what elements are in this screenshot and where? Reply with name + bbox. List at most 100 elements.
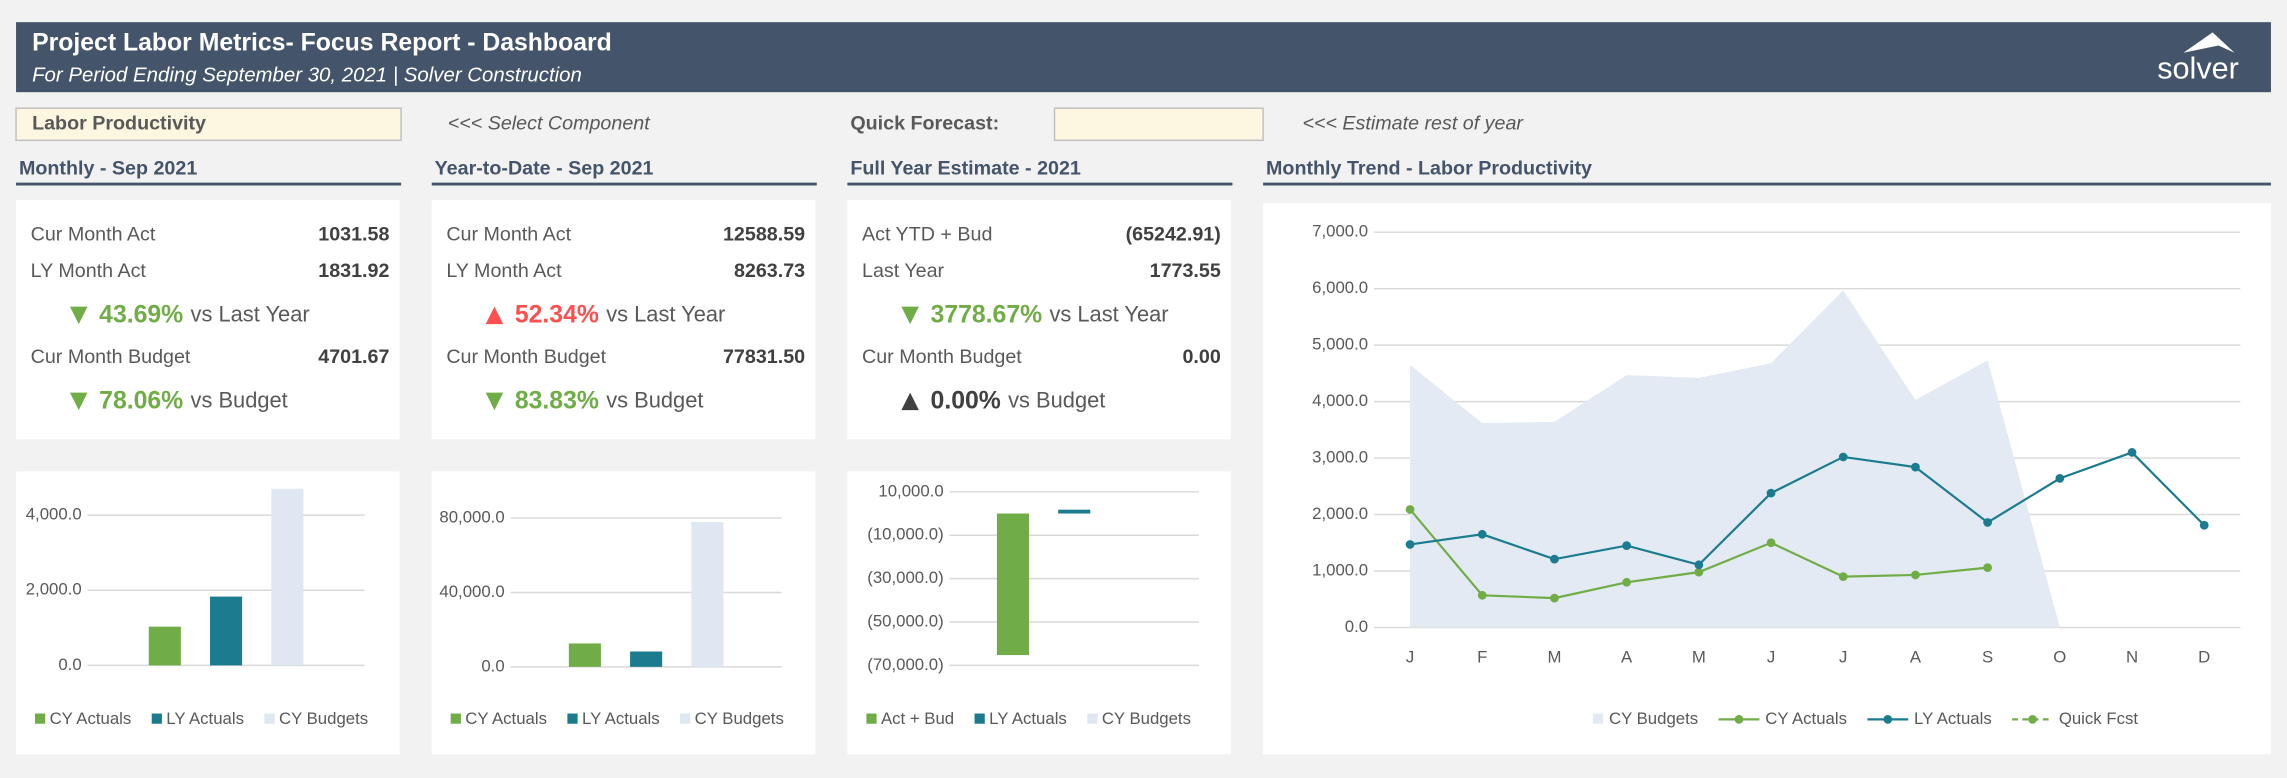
x-tick-label: F xyxy=(1477,648,1487,667)
y-tick-label: 3,000.0 xyxy=(1312,448,1368,467)
logo-mark xyxy=(2183,32,2235,53)
legend-label: Act + Bud xyxy=(881,709,954,728)
legend-marker xyxy=(1734,714,1744,724)
kpi-value: 77831.50 xyxy=(723,346,805,368)
area xyxy=(1410,290,2060,628)
y-tick-label: (30,000.0) xyxy=(867,568,943,587)
section-title: Year-to-Date - Sep 2021 xyxy=(435,158,654,180)
forecast-label: Quick Forecast: xyxy=(850,112,999,134)
kpi-label: LY Month Act xyxy=(31,260,147,282)
point xyxy=(2055,474,2065,483)
point xyxy=(1694,560,1704,570)
variance-text: vs Last Year xyxy=(191,301,310,326)
kpi-label: Cur Month Budget xyxy=(862,346,1022,368)
legend-label: CY Budgets xyxy=(279,709,368,728)
header-subtitle: For Period Ending September 30, 2021 | S… xyxy=(32,65,582,87)
legend-swatch xyxy=(680,713,691,724)
y-tick-label: 0.0 xyxy=(58,655,81,674)
point xyxy=(1622,577,1632,587)
variance-text: vs Budget xyxy=(1008,387,1105,412)
legend-marker xyxy=(1883,714,1893,724)
y-tick-label: 4,000.0 xyxy=(26,505,82,524)
forecast-hint: <<< Estimate rest of year xyxy=(1302,112,1524,134)
variance-text: vs Budget xyxy=(606,387,703,412)
bar xyxy=(691,522,724,667)
point xyxy=(1766,538,1776,548)
x-tick-label: J xyxy=(1767,648,1775,667)
y-tick-label: (50,000.0) xyxy=(867,611,943,630)
y-tick-label: 0.0 xyxy=(481,656,504,675)
point xyxy=(1550,554,1559,564)
variance-pct: 52.34% xyxy=(515,301,599,328)
legend-label: LY Actuals xyxy=(1914,709,1992,728)
trend-arrow xyxy=(70,392,88,411)
y-tick-label: 40,000.0 xyxy=(439,582,504,601)
legend-label: CY Budgets xyxy=(1102,709,1191,728)
bar xyxy=(630,651,663,667)
point xyxy=(1550,593,1559,603)
bar xyxy=(996,513,1030,656)
x-tick-label: A xyxy=(1910,648,1922,667)
x-tick-label: J xyxy=(1839,648,1847,667)
point xyxy=(1405,505,1415,514)
component-select[interactable] xyxy=(15,107,402,142)
trend-arrow xyxy=(485,306,504,325)
legend-label: LY Actuals xyxy=(166,709,244,728)
legend-swatch xyxy=(866,713,877,724)
kpi-label: Cur Month Act xyxy=(31,223,156,245)
x-tick-label: D xyxy=(2198,648,2210,667)
chart-panel xyxy=(847,471,1232,755)
kpi-label: Act YTD + Bud xyxy=(862,223,992,245)
point xyxy=(1838,452,1848,462)
legend-label: Quick Fcst xyxy=(2059,709,2139,728)
kpi-value: 12588.59 xyxy=(723,223,805,245)
point xyxy=(1766,488,1776,498)
bar xyxy=(1058,509,1091,514)
kpi-value: 4701.67 xyxy=(318,346,389,368)
header-band xyxy=(16,22,2271,93)
x-tick-label: A xyxy=(1621,648,1633,667)
legend-swatch xyxy=(151,713,162,724)
forecast-input[interactable] xyxy=(1053,107,1264,142)
legend-label: LY Actuals xyxy=(582,709,660,728)
logo-text: solver xyxy=(2157,51,2239,85)
kpi-value: (65242.91) xyxy=(1126,223,1221,245)
y-tick-label: 6,000.0 xyxy=(1312,278,1368,297)
bar xyxy=(271,488,304,666)
variance-text: vs Budget xyxy=(191,387,288,412)
trend-arrow xyxy=(901,306,919,325)
chart-panel xyxy=(16,471,400,755)
kpi-label: Last Year xyxy=(862,260,945,282)
x-tick-label: M xyxy=(1692,648,1706,667)
variance-pct: 78.06% xyxy=(99,387,183,414)
y-tick-label: (10,000.0) xyxy=(867,525,943,544)
x-tick-label: S xyxy=(1982,648,1993,667)
y-tick-label: 5,000.0 xyxy=(1312,335,1368,354)
kpi-value: 1831.92 xyxy=(318,260,389,282)
bar xyxy=(568,643,601,667)
x-tick-label: O xyxy=(2053,648,2066,667)
kpi-label: Cur Month Budget xyxy=(31,346,191,368)
y-tick-label: 2,000.0 xyxy=(26,580,82,599)
kpi-label: Cur Month Budget xyxy=(446,346,606,368)
variance: 0.00% vs Budget xyxy=(931,387,1106,414)
legend-swatch xyxy=(1087,713,1098,724)
component-hint: <<< Select Component xyxy=(448,112,651,134)
section-title: Full Year Estimate - 2021 xyxy=(850,158,1081,180)
point xyxy=(2127,448,2137,457)
variance: 83.83% vs Budget xyxy=(515,387,704,414)
y-tick-label: (70,000.0) xyxy=(867,655,943,674)
kpi-value: 0.00 xyxy=(1182,346,1220,368)
point xyxy=(1983,518,1993,527)
x-tick-label: N xyxy=(2126,648,2138,667)
y-tick-label: 2,000.0 xyxy=(1312,504,1368,523)
variance: 43.69% vs Last Year xyxy=(99,301,309,328)
trend-arrow xyxy=(485,392,504,411)
x-tick-label: J xyxy=(1406,648,1414,667)
legend-label: LY Actuals xyxy=(989,709,1067,728)
kpi-label: LY Month Act xyxy=(446,260,562,282)
variance: 52.34% vs Last Year xyxy=(515,301,725,328)
point xyxy=(1405,540,1415,549)
component-value: Labor Productivity xyxy=(32,112,206,134)
